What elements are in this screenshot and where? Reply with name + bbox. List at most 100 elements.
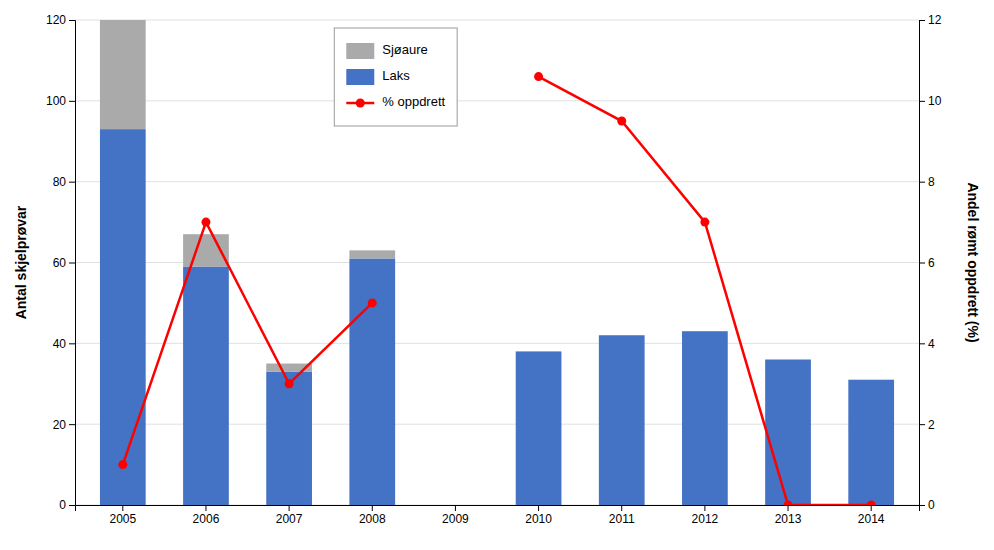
tick-label: 6 [928,256,935,270]
tick-mark [919,505,925,506]
tick-mark [69,101,75,102]
bar [682,331,728,505]
tick-mark [919,424,925,425]
tick: 2005 [109,505,136,526]
bar [682,331,728,332]
tick: 120 [46,13,75,27]
plot-area: 2005200620072008200920102011201220132014… [46,13,942,525]
bar [765,360,811,506]
legend-marker [356,99,365,108]
grid [75,20,919,505]
tick-mark [69,182,75,183]
marker [201,218,210,227]
tick-label: 4 [928,337,935,351]
tick-mark [455,505,456,511]
bar [349,250,395,258]
tick-mark [704,505,705,511]
tick: 20 [53,418,75,432]
tick-label: 40 [53,337,67,351]
tick-mark [919,182,925,183]
tick-label: 100 [46,94,66,108]
bar [516,351,562,352]
tick-label: 12 [928,13,942,27]
bar [266,372,312,505]
tick-mark [372,505,373,511]
tick-label: 2011 [609,512,635,526]
tick-label: 20 [53,418,67,432]
bar-series [100,20,395,372]
line [539,77,872,505]
bar [433,505,479,506]
tick: 2012 [692,505,719,526]
tick: 2014 [858,505,885,526]
tick-label: 80 [53,175,67,189]
marker [617,117,626,126]
tick-mark [621,505,622,511]
grid-line [75,181,919,182]
marker [700,218,709,227]
tick-label: 10 [928,94,942,108]
y2-axis-title: Andel rømt oppdrett (%) [965,182,981,342]
y-axis-title: Antal skjelprøvar [13,205,29,319]
tick-mark [69,343,75,344]
legend-swatch [346,69,374,85]
tick: 60 [53,256,75,270]
tick: 12 [919,13,942,27]
tick: 40 [53,337,75,351]
legend-label: Laks [382,68,410,83]
grid-line [75,20,919,21]
bar [100,20,146,129]
tick-label: 120 [46,13,66,27]
tick-label: 2007 [276,512,303,526]
legend-swatch [346,43,374,59]
tick-mark [788,505,789,511]
tick: 80 [53,175,75,189]
line [123,222,372,465]
bar [433,505,479,506]
legend-label: Sjøaure [382,42,428,57]
marker [534,72,543,81]
tick: 4 [919,337,935,351]
marker [118,460,127,469]
tick-label: 2008 [359,512,386,526]
tick-mark [69,505,75,506]
bar [848,379,894,380]
tick: 2013 [775,505,802,526]
tick-label: 2014 [858,512,885,526]
tick-mark [69,424,75,425]
tick-mark [919,20,925,21]
tick: 0 [919,498,935,512]
tick-mark [122,505,123,511]
tick-label: 2006 [193,512,220,526]
tick-mark [871,505,872,511]
bar [599,335,645,505]
tick-mark [919,263,925,264]
tick-mark [205,505,206,511]
tick-label: 2009 [442,512,469,526]
tick: 2010 [525,505,552,526]
tick: 2006 [193,505,220,526]
bar [349,258,395,505]
line-series [118,72,875,505]
axis-line [69,21,76,506]
tick: 2008 [359,505,386,526]
tick-mark [919,101,925,102]
grid-line [75,100,919,101]
tick: 0 [59,498,75,512]
tick: 2 [919,418,935,432]
legend-label: % oppdrett [382,94,445,109]
y-axis: 0 20 40 60 80 100 120 [46,13,76,512]
bar-series [100,129,894,505]
marks [100,20,894,505]
tick-mark [919,343,925,344]
y2-axis: 0 2 4 6 8 10 12 [919,13,942,512]
tick-label: 8 [928,175,935,189]
tick-label: 2005 [109,512,136,526]
tick: 100 [46,94,75,108]
tick-label: 2010 [525,512,552,526]
marker [368,298,377,307]
tick-mark [538,505,539,511]
legend: Sjøaure Laks % oppdrett [334,28,457,126]
tick-mark [289,505,290,511]
tick-mark [69,263,75,264]
